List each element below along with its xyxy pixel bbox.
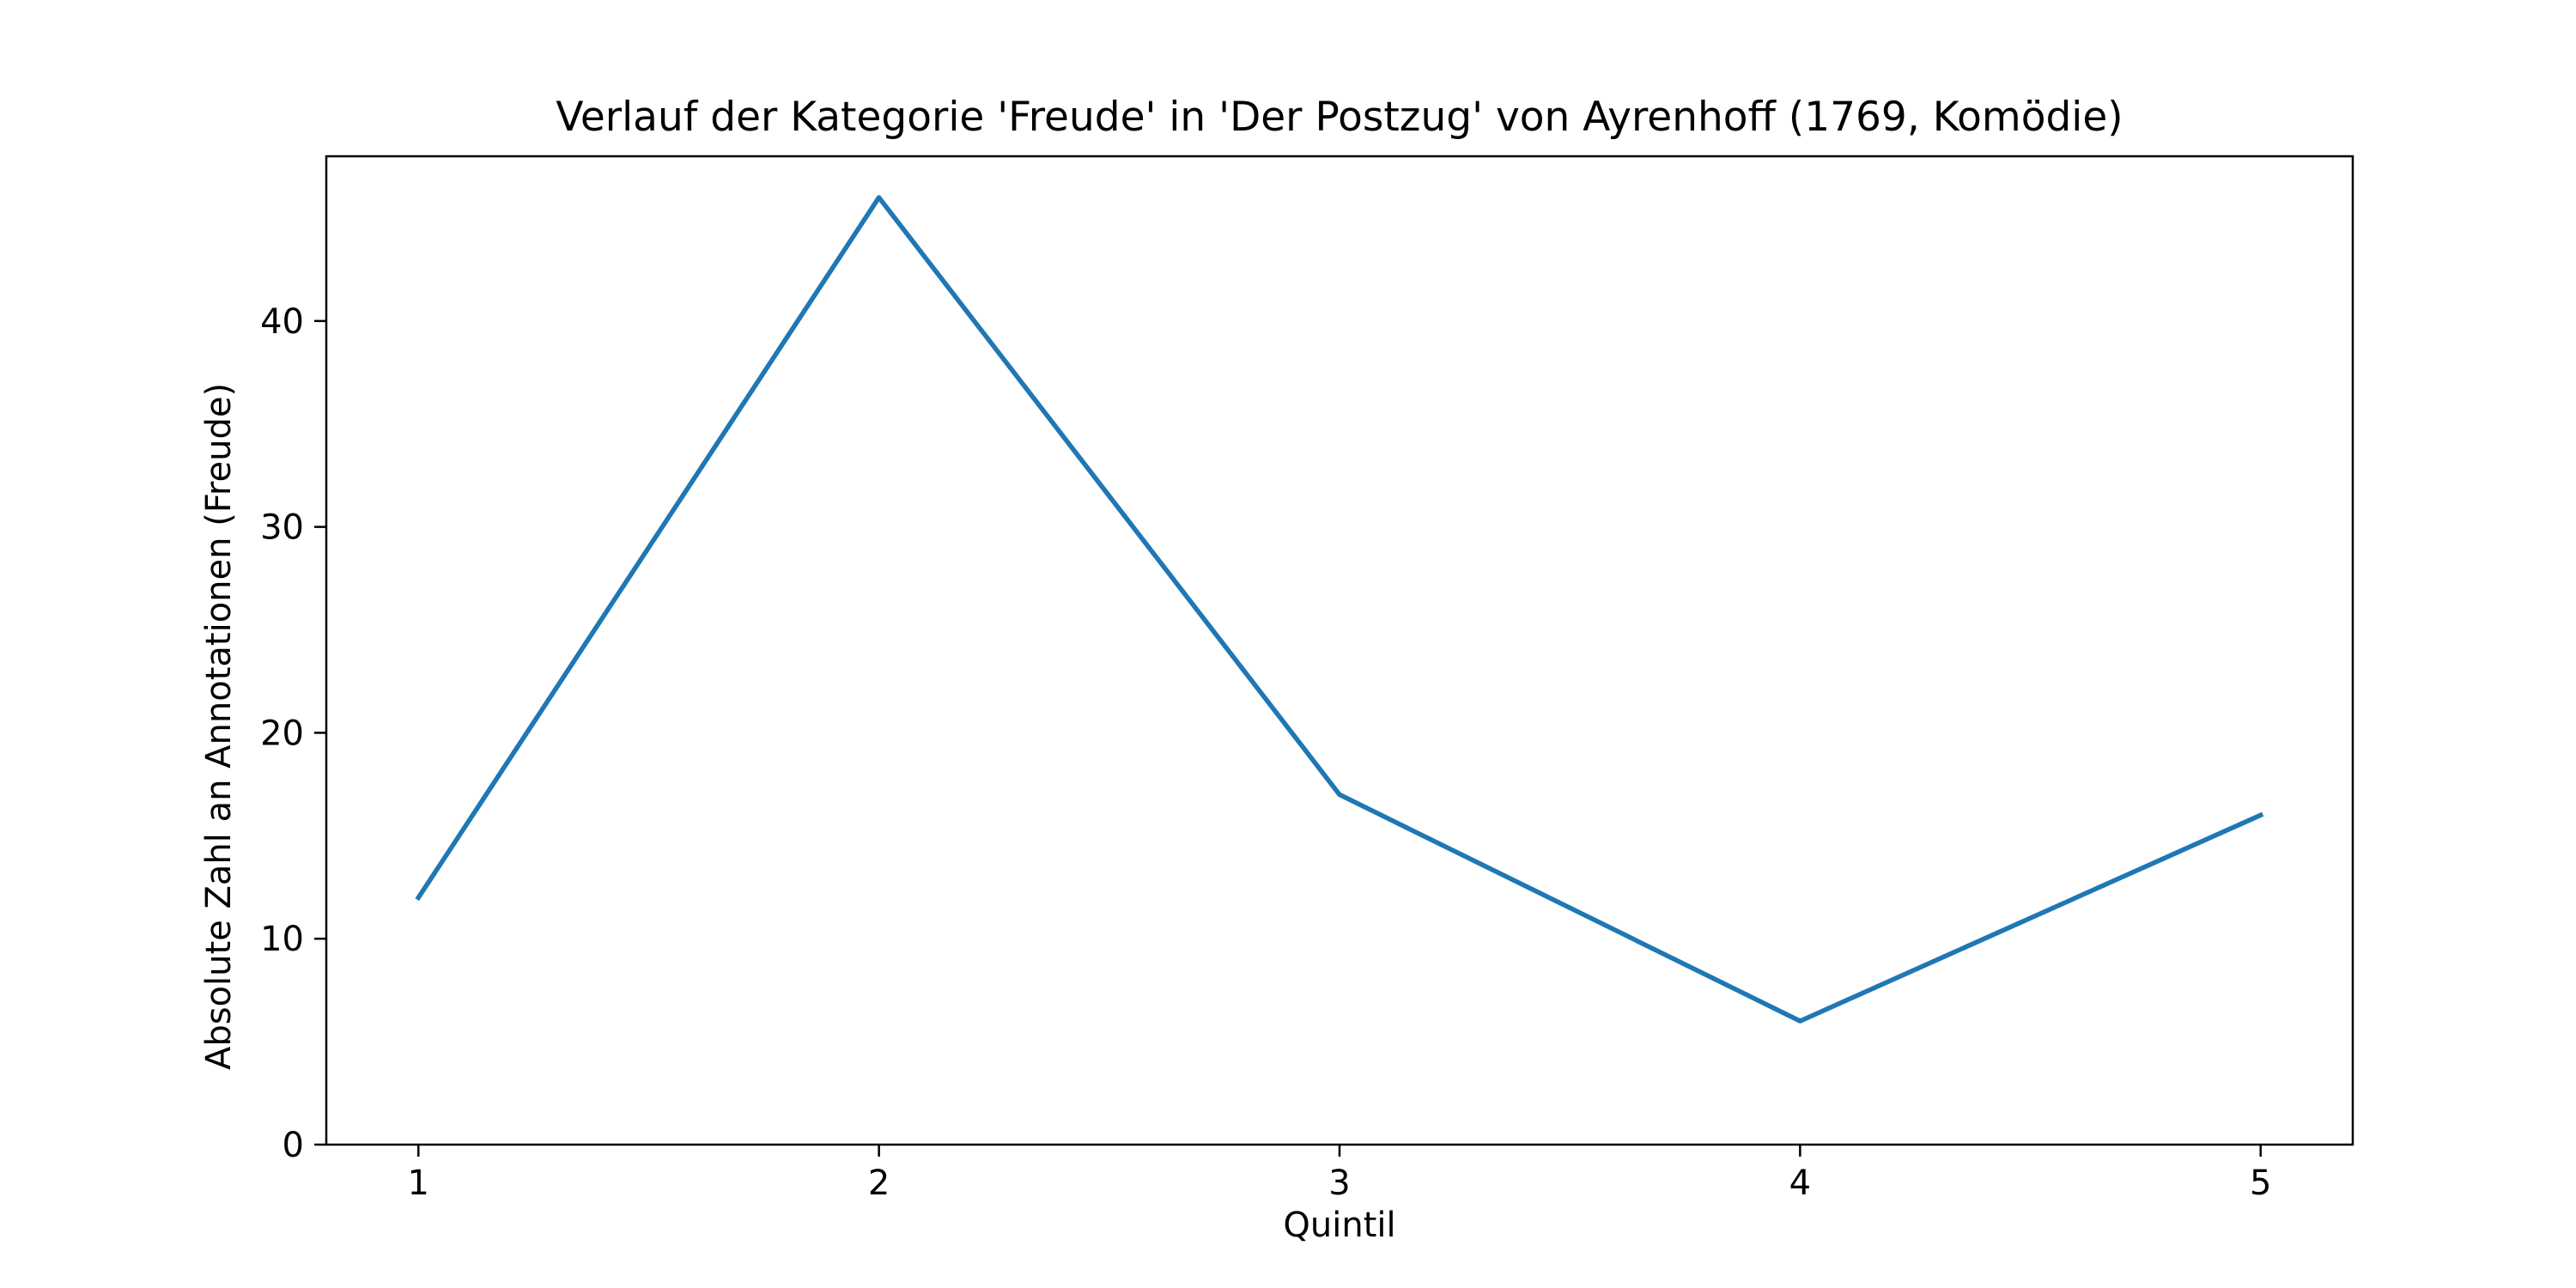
y-tick-label: 0	[283, 1126, 304, 1165]
x-tick-label: 4	[1789, 1163, 1811, 1203]
x-tick-label: 3	[1328, 1163, 1350, 1203]
x-tick-label: 5	[2250, 1163, 2271, 1203]
chart-title: Verlauf der Kategorie 'Freude' in 'Der P…	[556, 94, 2123, 141]
plot-area: 1 2 3 4 5 0 10 20 30 40	[260, 155, 2354, 1203]
y-tick-label: 20	[260, 714, 304, 753]
y-tick-label: 30	[260, 508, 304, 548]
y-tick-label: 40	[260, 302, 304, 342]
y-tick-label: 10	[260, 920, 304, 959]
x-tick-label: 2	[868, 1163, 890, 1203]
y-axis-label: Absolute Zahl an Annotationen (Freude)	[199, 383, 239, 1070]
x-axis-label: Quintil	[1283, 1206, 1395, 1245]
series-line-0	[415, 195, 2264, 1024]
x-tick-label: 1	[408, 1163, 429, 1203]
plot-frame	[325, 155, 2354, 1146]
